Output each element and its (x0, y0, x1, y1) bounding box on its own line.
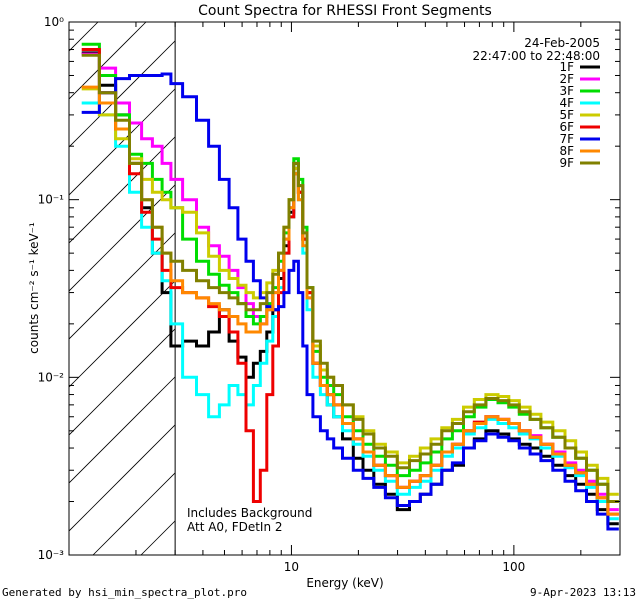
y-axis-label: counts cm⁻² s⁻¹ keV⁻¹ (27, 222, 41, 354)
y-tick-label: 10⁻² (38, 370, 65, 384)
series-line-4F (81, 101, 619, 521)
footer-date: 9-Apr-2023 13:13 (530, 586, 636, 599)
legend-label-7F: 7F (559, 132, 574, 146)
legend-time-range: 22:47:00 to 22:48:00 (473, 49, 600, 63)
series-lines (81, 42, 619, 531)
plot-frame (68, 21, 621, 556)
legend-label-4F: 4F (559, 96, 574, 110)
axis-ticks (68, 21, 621, 556)
legend-label-9F: 9F (559, 156, 574, 170)
series-line-8F (81, 85, 619, 516)
x-tick-label: 10 (284, 560, 299, 574)
hatch-line (621, 22, 640, 555)
legend-label-2F: 2F (559, 72, 574, 86)
hatch-line (0, 22, 50, 555)
x-axis-label: Energy (keV) (306, 576, 383, 590)
annotation-attenuator: Att A0, FDetIn 2 (187, 520, 283, 534)
series-line-5F (81, 87, 619, 496)
y-tick-label: 10⁻³ (38, 548, 65, 562)
series-line-7F (81, 72, 619, 531)
hatch-line (69, 22, 195, 148)
y-tick-label: 10⁻¹ (38, 193, 65, 207)
x-tick-label: 100 (502, 560, 525, 574)
y-tick-label: 10⁰ (44, 15, 64, 29)
legend-label-5F: 5F (559, 108, 574, 122)
legend-label-1F: 1F (559, 60, 574, 74)
annotation-background: Includes Background (187, 506, 312, 520)
series-line-9F (81, 53, 619, 503)
y-tick-labels: 10⁰ 10⁻¹ 10⁻² 10⁻³ (38, 15, 65, 562)
x-tick-labels: 10 100 (284, 560, 526, 574)
legend-date: 24-Feb-2005 (524, 36, 600, 50)
legend-label-6F: 6F (559, 120, 574, 134)
footer-generated-by: Generated by hsi_min_spectra_plot.pro (2, 586, 247, 599)
chart-title: Count Spectra for RHESSI Front Segments (198, 3, 492, 19)
series-line-3F (81, 42, 619, 503)
legend-label-3F: 3F (559, 84, 574, 98)
hatch-line (69, 22, 243, 196)
legend-label-8F: 8F (559, 144, 574, 158)
hatch-line (0, 22, 2, 555)
legend: 24-Feb-2005 22:47:00 to 22:48:00 1F2F3F4… (473, 36, 600, 170)
